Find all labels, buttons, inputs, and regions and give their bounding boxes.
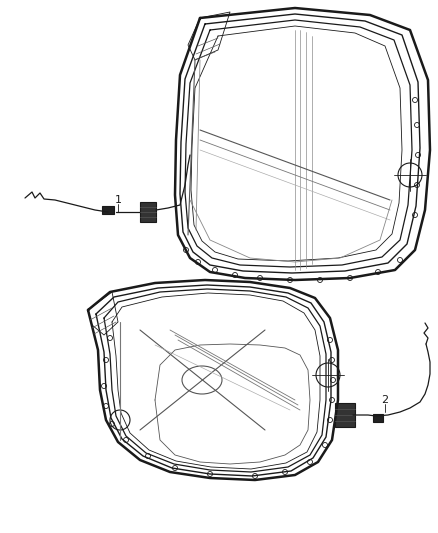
Bar — [102, 206, 114, 214]
Bar — [373, 414, 383, 422]
Bar — [335, 403, 355, 427]
Text: 2: 2 — [381, 395, 389, 405]
Bar — [140, 202, 156, 222]
Text: 1: 1 — [114, 195, 121, 205]
